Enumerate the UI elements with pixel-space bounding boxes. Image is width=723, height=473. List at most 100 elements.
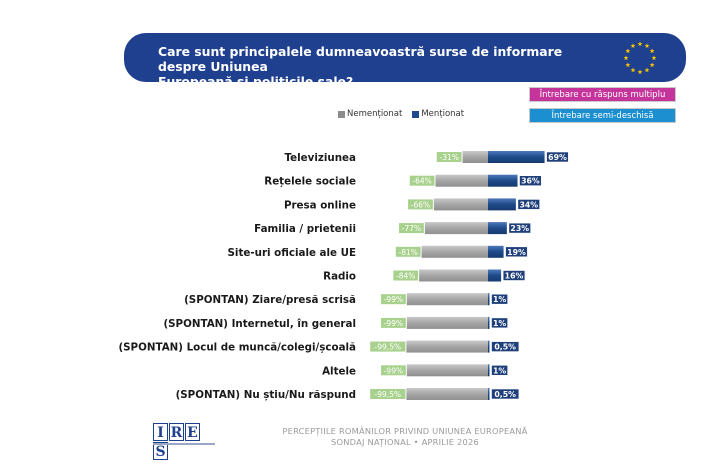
data-label-not-mentioned: -99% [384, 319, 403, 328]
data-label-not-mentioned: -99% [384, 295, 403, 304]
label-bg-not-mentioned [381, 365, 406, 376]
data-label-not-mentioned: -77% [402, 224, 421, 233]
data-label-mentioned: 36% [521, 177, 540, 186]
bar-mentioned [488, 316, 490, 329]
footer: PERCEPȚIILE ROMÂNILOR PRIVIND UNIUNEA EU… [250, 426, 560, 448]
category-label: (SPONTAN) Nu știu/Nu răspund [176, 389, 356, 401]
bar-not-mentioned [462, 151, 488, 163]
label-bg-not-mentioned [436, 152, 462, 162]
bar-mentioned [488, 151, 545, 163]
bar-mentioned [488, 245, 504, 258]
category-label: Rețelele sociale [264, 176, 356, 188]
bar-mentioned [488, 222, 507, 235]
label-bg-mentioned [491, 364, 509, 376]
bar-mentioned [488, 388, 490, 400]
label-bg-mentioned [491, 317, 509, 329]
label-bg-not-mentioned [395, 246, 421, 257]
label-bg-mentioned [505, 246, 528, 258]
eu-star-icon [625, 62, 631, 68]
eu-star-icon [623, 55, 629, 61]
eu-stars-icon [623, 41, 657, 75]
label-bg-not-mentioned [381, 294, 406, 305]
logo-underline [153, 443, 215, 445]
label-bg-not-mentioned [381, 317, 406, 328]
label-bg-not-mentioned [409, 175, 435, 186]
eu-star-icon [644, 67, 650, 73]
bar-mentioned [488, 174, 518, 187]
label-bg-not-mentioned [393, 270, 419, 281]
data-label-mentioned: 0,5% [494, 343, 516, 352]
data-label-mentioned: 1% [493, 366, 506, 375]
legend-label-mentioned: Menționat [421, 109, 465, 119]
bar-mentioned [488, 198, 516, 211]
bar-not-mentioned [433, 198, 488, 211]
question-text: Care sunt principalele dumneavoastră sur… [158, 44, 598, 89]
category-label: Altele [322, 365, 356, 377]
label-bg-mentioned [517, 199, 540, 210]
eu-star-icon [649, 62, 655, 68]
label-bg-mentioned [491, 293, 509, 305]
eu-star-icon [651, 55, 657, 61]
bar-not-mentioned [419, 269, 488, 282]
logo-letter: E [185, 423, 200, 441]
logo-letter: R [169, 423, 184, 441]
multiple-answer-badge: Întrebare cu răspuns multiplu [529, 87, 676, 102]
legend-swatch-not-mentioned [338, 110, 345, 118]
eu-star-icon [625, 48, 631, 54]
category-label: Presa online [284, 199, 356, 211]
label-bg-mentioned [508, 222, 531, 234]
bar-mentioned [488, 340, 490, 353]
label-bg-not-mentioned [370, 389, 406, 399]
category-label: Familia / prietenii [254, 223, 356, 235]
legend-item-not-mentioned: Nemenționat [338, 109, 402, 119]
bar-mentioned [488, 269, 502, 282]
bar-not-mentioned [421, 245, 488, 258]
data-label-not-mentioned: -31% [439, 153, 458, 162]
bar-not-mentioned [406, 293, 488, 306]
data-label-mentioned: 1% [493, 319, 506, 328]
eu-star-icon [630, 67, 636, 73]
bar-not-mentioned [424, 222, 488, 235]
data-label-not-mentioned: -99,5% [375, 343, 402, 352]
category-label: Televiziunea [284, 152, 356, 164]
data-label-mentioned: 16% [505, 272, 524, 281]
question-banner: Care sunt principalele dumneavoastră sur… [124, 33, 686, 89]
data-label-not-mentioned: -99% [384, 366, 403, 375]
label-bg-not-mentioned [408, 199, 433, 210]
logo-letter: I [153, 423, 168, 441]
question-line-1: Care sunt principalele dumneavoastră sur… [158, 44, 563, 74]
data-label-mentioned: 69% [548, 153, 567, 162]
bar-not-mentioned [406, 388, 488, 400]
category-label: Radio [323, 271, 356, 283]
footer-subtitle: SONDAJ NAȚIONAL • APRILIE 2026 [331, 437, 479, 447]
label-bg-not-mentioned [370, 341, 406, 352]
data-label-not-mentioned: -81% [398, 248, 417, 257]
data-label-not-mentioned: -84% [396, 272, 415, 281]
data-label-mentioned: 34% [519, 200, 538, 209]
legend-label-not-mentioned: Nemenționat [347, 109, 403, 119]
eu-star-icon [637, 69, 643, 75]
data-label-mentioned: 1% [493, 295, 506, 304]
bar-mentioned [488, 364, 490, 377]
eu-star-icon [637, 41, 643, 47]
eu-star-icon [630, 43, 636, 48]
bar-not-mentioned [406, 364, 488, 377]
label-bg-not-mentioned [399, 223, 424, 234]
data-label-not-mentioned: -99,5% [375, 390, 402, 399]
data-label-mentioned: 23% [510, 224, 529, 233]
logo-letter: S [153, 442, 168, 460]
eu-star-icon [649, 48, 655, 54]
bar-not-mentioned [406, 340, 488, 353]
ires-logo: I R ES [153, 422, 215, 460]
eu-star-icon [644, 43, 650, 48]
category-label: Site-uri oficiale ale UE [228, 247, 356, 259]
chart-legend: Nemenționat Menționat [338, 109, 464, 119]
semi-open-badge: Întrebare semi-deschisă [529, 108, 676, 123]
legend-item-mentioned: Menționat [412, 109, 464, 119]
label-bg-mentioned [519, 175, 542, 186]
category-label: (SPONTAN) Internetul, în general [163, 318, 356, 330]
footer-title: PERCEPȚIILE ROMÂNILOR PRIVIND UNIUNEA EU… [282, 426, 528, 436]
label-bg-mentioned [546, 151, 569, 163]
data-label-mentioned: 0,5% [494, 390, 516, 399]
